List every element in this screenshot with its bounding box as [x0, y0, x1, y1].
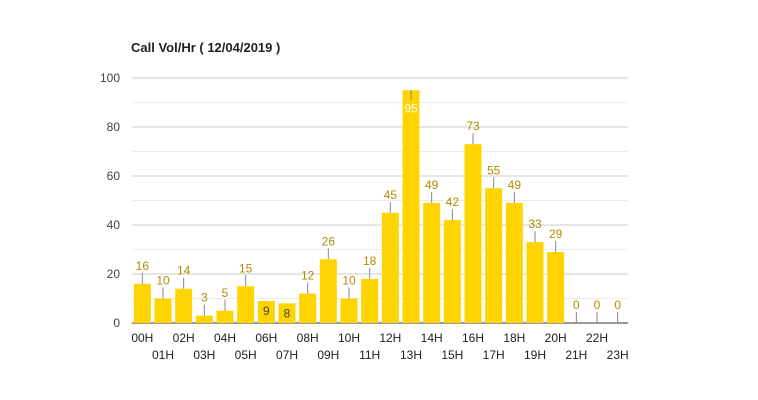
data-label: 55: [487, 163, 501, 177]
bar: [381, 212, 399, 323]
bar: [361, 278, 379, 323]
bar: [340, 298, 358, 323]
bar: [299, 293, 317, 323]
x-tick-label: 12H: [379, 331, 401, 345]
data-label: 16: [136, 259, 150, 273]
x-tick-label: 07H: [276, 348, 298, 362]
x-tick-label: 02H: [173, 331, 195, 345]
data-label: 49: [508, 178, 522, 192]
bar: [505, 202, 523, 323]
data-label: 95: [404, 101, 418, 115]
x-tick-label: 20H: [545, 331, 567, 345]
x-tick-label: 05H: [235, 348, 257, 362]
x-tick-label: 19H: [524, 348, 546, 362]
bar: [175, 288, 193, 323]
data-label: 3: [201, 291, 208, 305]
data-label: 33: [528, 217, 542, 231]
x-tick-label: 13H: [400, 348, 422, 362]
x-tick-label: 01H: [152, 348, 174, 362]
x-tick-label: 16H: [462, 331, 484, 345]
data-label: 10: [342, 274, 356, 288]
bar: [195, 315, 213, 323]
y-axis: 0 20 40 60 80 100: [100, 71, 120, 330]
data-label: 29: [549, 227, 563, 241]
data-label: 10: [156, 274, 170, 288]
bar: [154, 298, 172, 323]
bar: [402, 90, 420, 323]
x-tick-label: 03H: [193, 348, 215, 362]
bar: [485, 188, 503, 323]
x-tick-label: 14H: [421, 331, 443, 345]
chart-title: Call Vol/Hr ( 12/04/2019 ): [131, 40, 280, 55]
y-tick-label: 60: [107, 169, 121, 183]
data-label: 12: [301, 269, 315, 283]
x-tick-label: 21H: [565, 348, 587, 362]
x-tick-label: 17H: [483, 348, 505, 362]
bar: [547, 251, 565, 323]
bar: [257, 300, 275, 323]
x-tick-label: 08H: [297, 331, 319, 345]
x-tick-label: 22H: [586, 331, 608, 345]
data-label: 5: [222, 286, 229, 300]
y-tick-label: 0: [113, 316, 120, 330]
y-tick-label: 20: [107, 267, 121, 281]
data-label: 45: [384, 188, 398, 202]
data-label: 0: [573, 298, 580, 312]
bar: [278, 303, 296, 323]
data-label: 14: [177, 264, 191, 278]
x-tick-label: 23H: [607, 348, 629, 362]
data-label: 0: [614, 298, 621, 312]
data-label: 18: [363, 254, 377, 268]
bar: [423, 202, 441, 323]
x-tick-label: 06H: [255, 331, 277, 345]
bar: [464, 144, 482, 323]
y-tick-label: 100: [100, 71, 120, 85]
data-label: 42: [446, 195, 460, 209]
bar: [443, 220, 461, 323]
data-label: 73: [466, 119, 480, 133]
data-label: 0: [594, 298, 601, 312]
bars: [133, 90, 565, 323]
data-label: 49: [425, 178, 439, 192]
x-axis: 00H 01H 02H 03H 04H 05H 06H 07H 08H 09H 10H 11H 12H 1…: [131, 331, 628, 362]
x-tick-label: 15H: [441, 348, 463, 362]
x-tick-label: 04H: [214, 331, 236, 345]
x-tick-label: 18H: [503, 331, 525, 345]
bar: [526, 242, 544, 323]
x-tick-label: 00H: [131, 331, 153, 345]
bar: [133, 283, 151, 323]
data-label: 15: [239, 261, 253, 275]
y-tick-label: 80: [107, 120, 121, 134]
y-tick-label: 40: [107, 218, 121, 232]
gridlines: [132, 77, 628, 324]
data-label: 9: [263, 304, 270, 318]
data-label: 26: [322, 234, 336, 248]
x-tick-label: 09H: [317, 348, 339, 362]
bar: [319, 259, 337, 323]
data-label: 8: [284, 306, 291, 320]
bar: [216, 310, 234, 323]
x-tick-label: 11H: [359, 348, 380, 362]
x-tick-label: 10H: [338, 331, 360, 345]
bar: [237, 286, 255, 323]
